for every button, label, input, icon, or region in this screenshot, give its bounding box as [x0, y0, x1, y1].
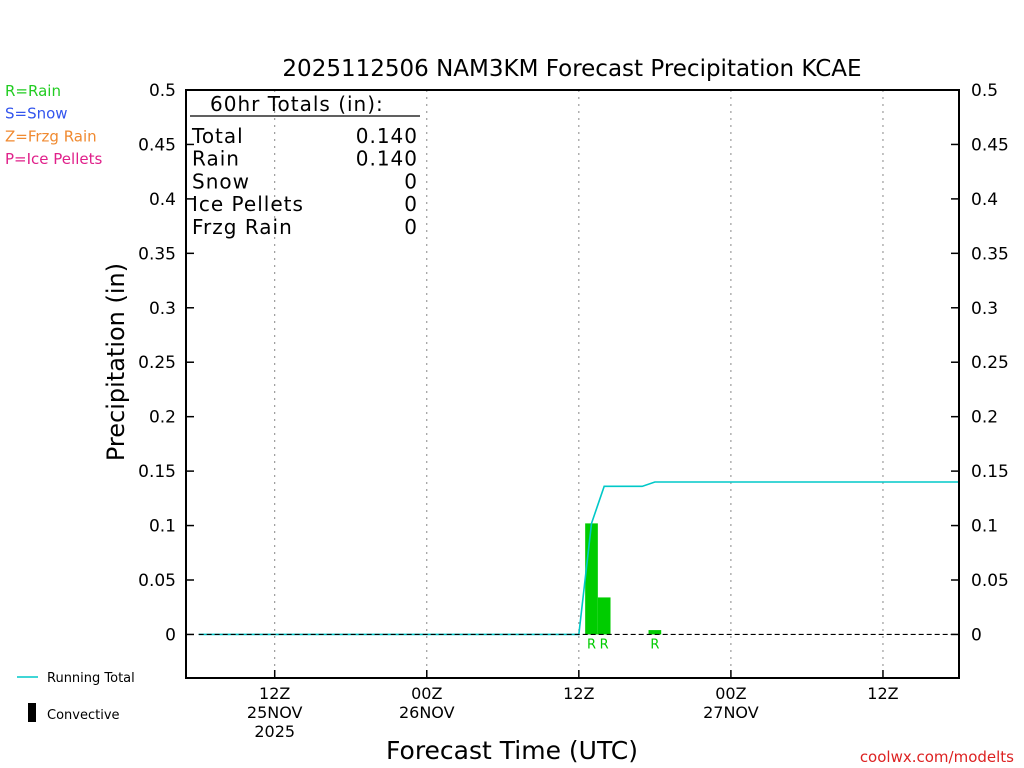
x-tick-label: 26NOV	[399, 703, 455, 722]
y-tick-label-left: 0.15	[138, 462, 176, 482]
y-tick-label-right: 0.1	[971, 517, 998, 537]
totals-row-label: Ice Pellets	[192, 192, 304, 216]
y-tick-label-left: 0.2	[149, 408, 176, 428]
totals-row-label: Rain	[192, 147, 240, 171]
grid-lines	[274, 90, 884, 678]
legends: R=Rain S=Snow Z=Frzg Rain P=Ice Pellets Runn…	[5, 82, 135, 723]
type-legend-item: Z=Frzg Rain	[5, 127, 97, 145]
type-legend-item: S=Snow	[5, 105, 68, 123]
x-tick-label: 2025	[254, 722, 295, 741]
type-legend-item: R=Rain	[5, 82, 61, 100]
convective-swatch	[28, 703, 36, 722]
y-tick-label-left: 0.25	[138, 353, 176, 373]
y-tick-label-left: 0.4	[149, 190, 176, 210]
y-tick-label-right: 0.3	[971, 299, 998, 319]
y-tick-label-right: 0.4	[971, 190, 998, 210]
x-tick-label: 12Z	[867, 684, 898, 703]
totals-box: 60hr Totals (in): Total 0.140 Rain 0.140 Snow…	[190, 92, 420, 239]
y-tick-label-right: 0	[971, 625, 982, 645]
totals-row-value: 0	[404, 215, 418, 239]
x-tick-label: 00Z	[715, 684, 746, 703]
rain-bar	[585, 523, 598, 635]
y-axis-label: Precipitation (in)	[102, 263, 130, 461]
bar-type-label: R	[600, 637, 609, 652]
totals-row-label: Frzg Rain	[192, 215, 293, 239]
y-tick-label-left: 0	[165, 625, 176, 645]
x-tick-label: 00Z	[411, 684, 442, 703]
running-total-legend-label: Running Total	[47, 671, 135, 686]
y-tick-label-right: 0.2	[971, 408, 998, 428]
credit-text: coolwx.com/modelts	[860, 748, 1014, 766]
y-tick-label-right: 0.15	[971, 462, 1009, 482]
bar-type-label: R	[650, 637, 659, 652]
totals-row-value: 0	[404, 169, 418, 193]
x-tick-label: 25NOV	[247, 703, 303, 722]
x-axis-label: Forecast Time (UTC)	[386, 736, 638, 765]
bar-type-label: R	[587, 637, 596, 652]
totals-row-value: 0.140	[356, 147, 418, 171]
chart-title: 2025112506 NAM3KM Forecast Precipitation…	[282, 56, 861, 82]
type-legend-item: P=Ice Pellets	[5, 150, 102, 168]
y-tick-label-left: 0.45	[138, 135, 176, 155]
x-tick-label: 12Z	[563, 684, 594, 703]
totals-row-value: 0.140	[356, 124, 418, 148]
y-tick-label-left: 0.1	[149, 517, 176, 537]
rain-bar	[597, 597, 611, 635]
totals-row-label: Snow	[192, 169, 250, 193]
x-tick-label: 12Z	[259, 684, 290, 703]
totals-row-value: 0	[404, 192, 418, 216]
y-tick-label-left: 0.5	[149, 81, 176, 101]
y-tick-label-left: 0.3	[149, 299, 176, 319]
y-tick-label-left: 0.35	[138, 244, 176, 264]
y-tick-label-right: 0.25	[971, 353, 1009, 373]
plot-frame	[185, 89, 960, 679]
rain-bar	[648, 630, 662, 635]
y-tick-label-right: 0.5	[971, 81, 998, 101]
x-tick-label: 27NOV	[703, 703, 759, 722]
totals-row-label: Total	[191, 124, 244, 148]
y-tick-label-right: 0.45	[971, 135, 1009, 155]
totals-heading: 60hr Totals (in):	[210, 92, 384, 116]
y-tick-label-right: 0.05	[971, 571, 1009, 591]
y-tick-label-left: 0.05	[138, 571, 176, 591]
convective-legend-label: Convective	[47, 708, 120, 723]
y-tick-label-right: 0.35	[971, 244, 1009, 264]
